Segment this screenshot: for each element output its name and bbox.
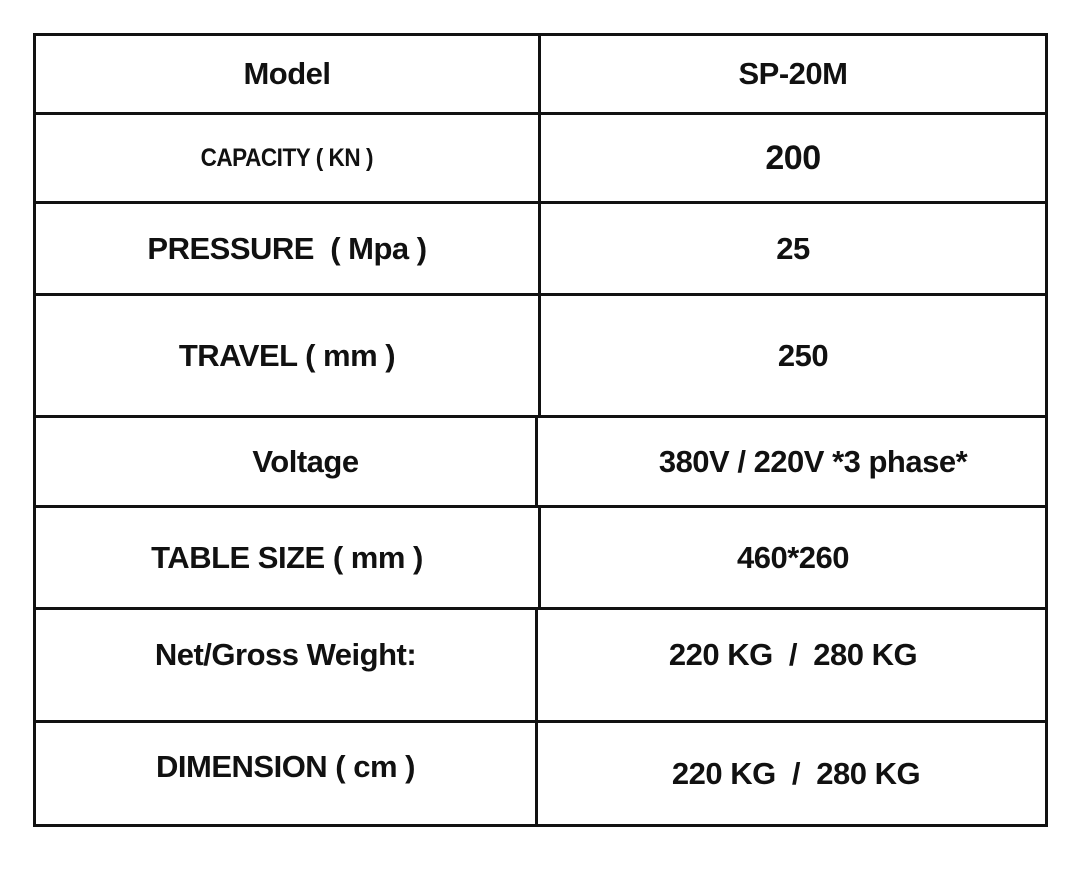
row-label: TRAVEL ( mm ) [36,296,541,415]
row-value: 200 [765,138,821,177]
table-row: Model SP-20M [36,36,1045,115]
row-label-cell: CAPACITY ( KN ) [36,115,541,201]
row-value: 25 [776,230,810,266]
row-label: TABLE SIZE ( mm ) [36,508,541,607]
row-label: PRESSURE ( Mpa ) [36,204,541,293]
table-row: Net/Gross Weight: 220 KG / 280 KG [36,610,1045,723]
row-label: Voltage [36,418,538,505]
row-label: CAPACITY ( KN ) [200,143,374,172]
row-value: 460*260 [736,539,850,575]
row-value: SP-20M [738,56,848,91]
table-row: CAPACITY ( KN ) 200 [36,115,1045,204]
row-label: DIMENSION ( cm ) [36,723,538,824]
table-row: Voltage 380V / 220V *3 phase* [36,418,1045,508]
row-label: Model [36,36,541,112]
row-value: 220 KG / 280 KG [668,637,918,672]
row-value: 220 KG / 280 KG [671,755,921,791]
row-label: Net/Gross Weight: [36,610,538,720]
table-row: TABLE SIZE ( mm ) 460*260 [36,508,1045,610]
table-row: TRAVEL ( mm ) 250 [36,296,1045,418]
row-value: 250 [777,337,829,373]
table-row: DIMENSION ( cm ) 220 KG / 280 KG [36,723,1045,824]
row-value: 380V / 220V *3 phase* [658,443,968,479]
spec-table: Model SP-20M CAPACITY ( KN ) 200 PRESSUR… [33,33,1048,827]
table-row: PRESSURE ( Mpa ) 25 [36,204,1045,296]
